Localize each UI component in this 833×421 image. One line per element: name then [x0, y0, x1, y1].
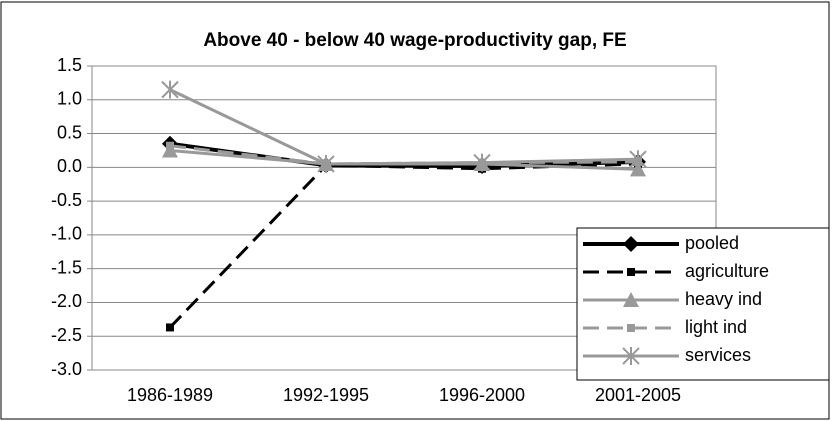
legend-label: heavy ind [685, 289, 762, 309]
x-tick-label: 1996-2000 [439, 385, 525, 405]
legend-item: services [583, 345, 751, 365]
legend-label: light ind [685, 317, 747, 337]
legend-label: pooled [685, 233, 739, 253]
y-tick-label: -0.5 [51, 190, 82, 210]
marker [166, 323, 174, 332]
y-tick-label: 0.0 [57, 156, 82, 176]
y-tick-label: -2.5 [51, 325, 82, 345]
x-tick-label: 1992-1995 [283, 385, 369, 405]
marker [161, 80, 179, 99]
legend-item: pooled [583, 233, 739, 253]
marker [630, 161, 646, 177]
marker [629, 150, 647, 169]
marker [623, 292, 639, 307]
marker [623, 236, 639, 252]
y-tick-label: -1.5 [51, 257, 82, 277]
marker [627, 268, 635, 276]
series [161, 80, 647, 173]
y-tick-label: 1.0 [57, 89, 82, 109]
line [169, 88, 639, 166]
x-tick-label: 1986-1989 [127, 385, 213, 405]
y-tick-label: -3.0 [51, 359, 82, 379]
marker [166, 141, 174, 150]
legend-label: agriculture [685, 261, 769, 281]
marker [162, 142, 178, 158]
y-tick-label: 0.5 [57, 122, 82, 142]
legend-item: heavy ind [583, 289, 762, 309]
y-tick-label: -1.0 [51, 224, 82, 244]
marker [473, 153, 491, 172]
marker [317, 154, 335, 173]
legend-label: services [685, 345, 751, 365]
plot-frame [91, 65, 717, 371]
legend-item: agriculture [583, 261, 769, 281]
marker [622, 347, 640, 365]
chart-title: Above 40 - below 40 wage-productivity ga… [203, 30, 626, 51]
legend-item: light ind [583, 317, 747, 337]
x-tick-label: 2001-2005 [595, 385, 681, 405]
y-tick-label: -2.0 [51, 291, 82, 311]
y-tick-label: 1.5 [57, 55, 82, 75]
marker [627, 324, 635, 332]
